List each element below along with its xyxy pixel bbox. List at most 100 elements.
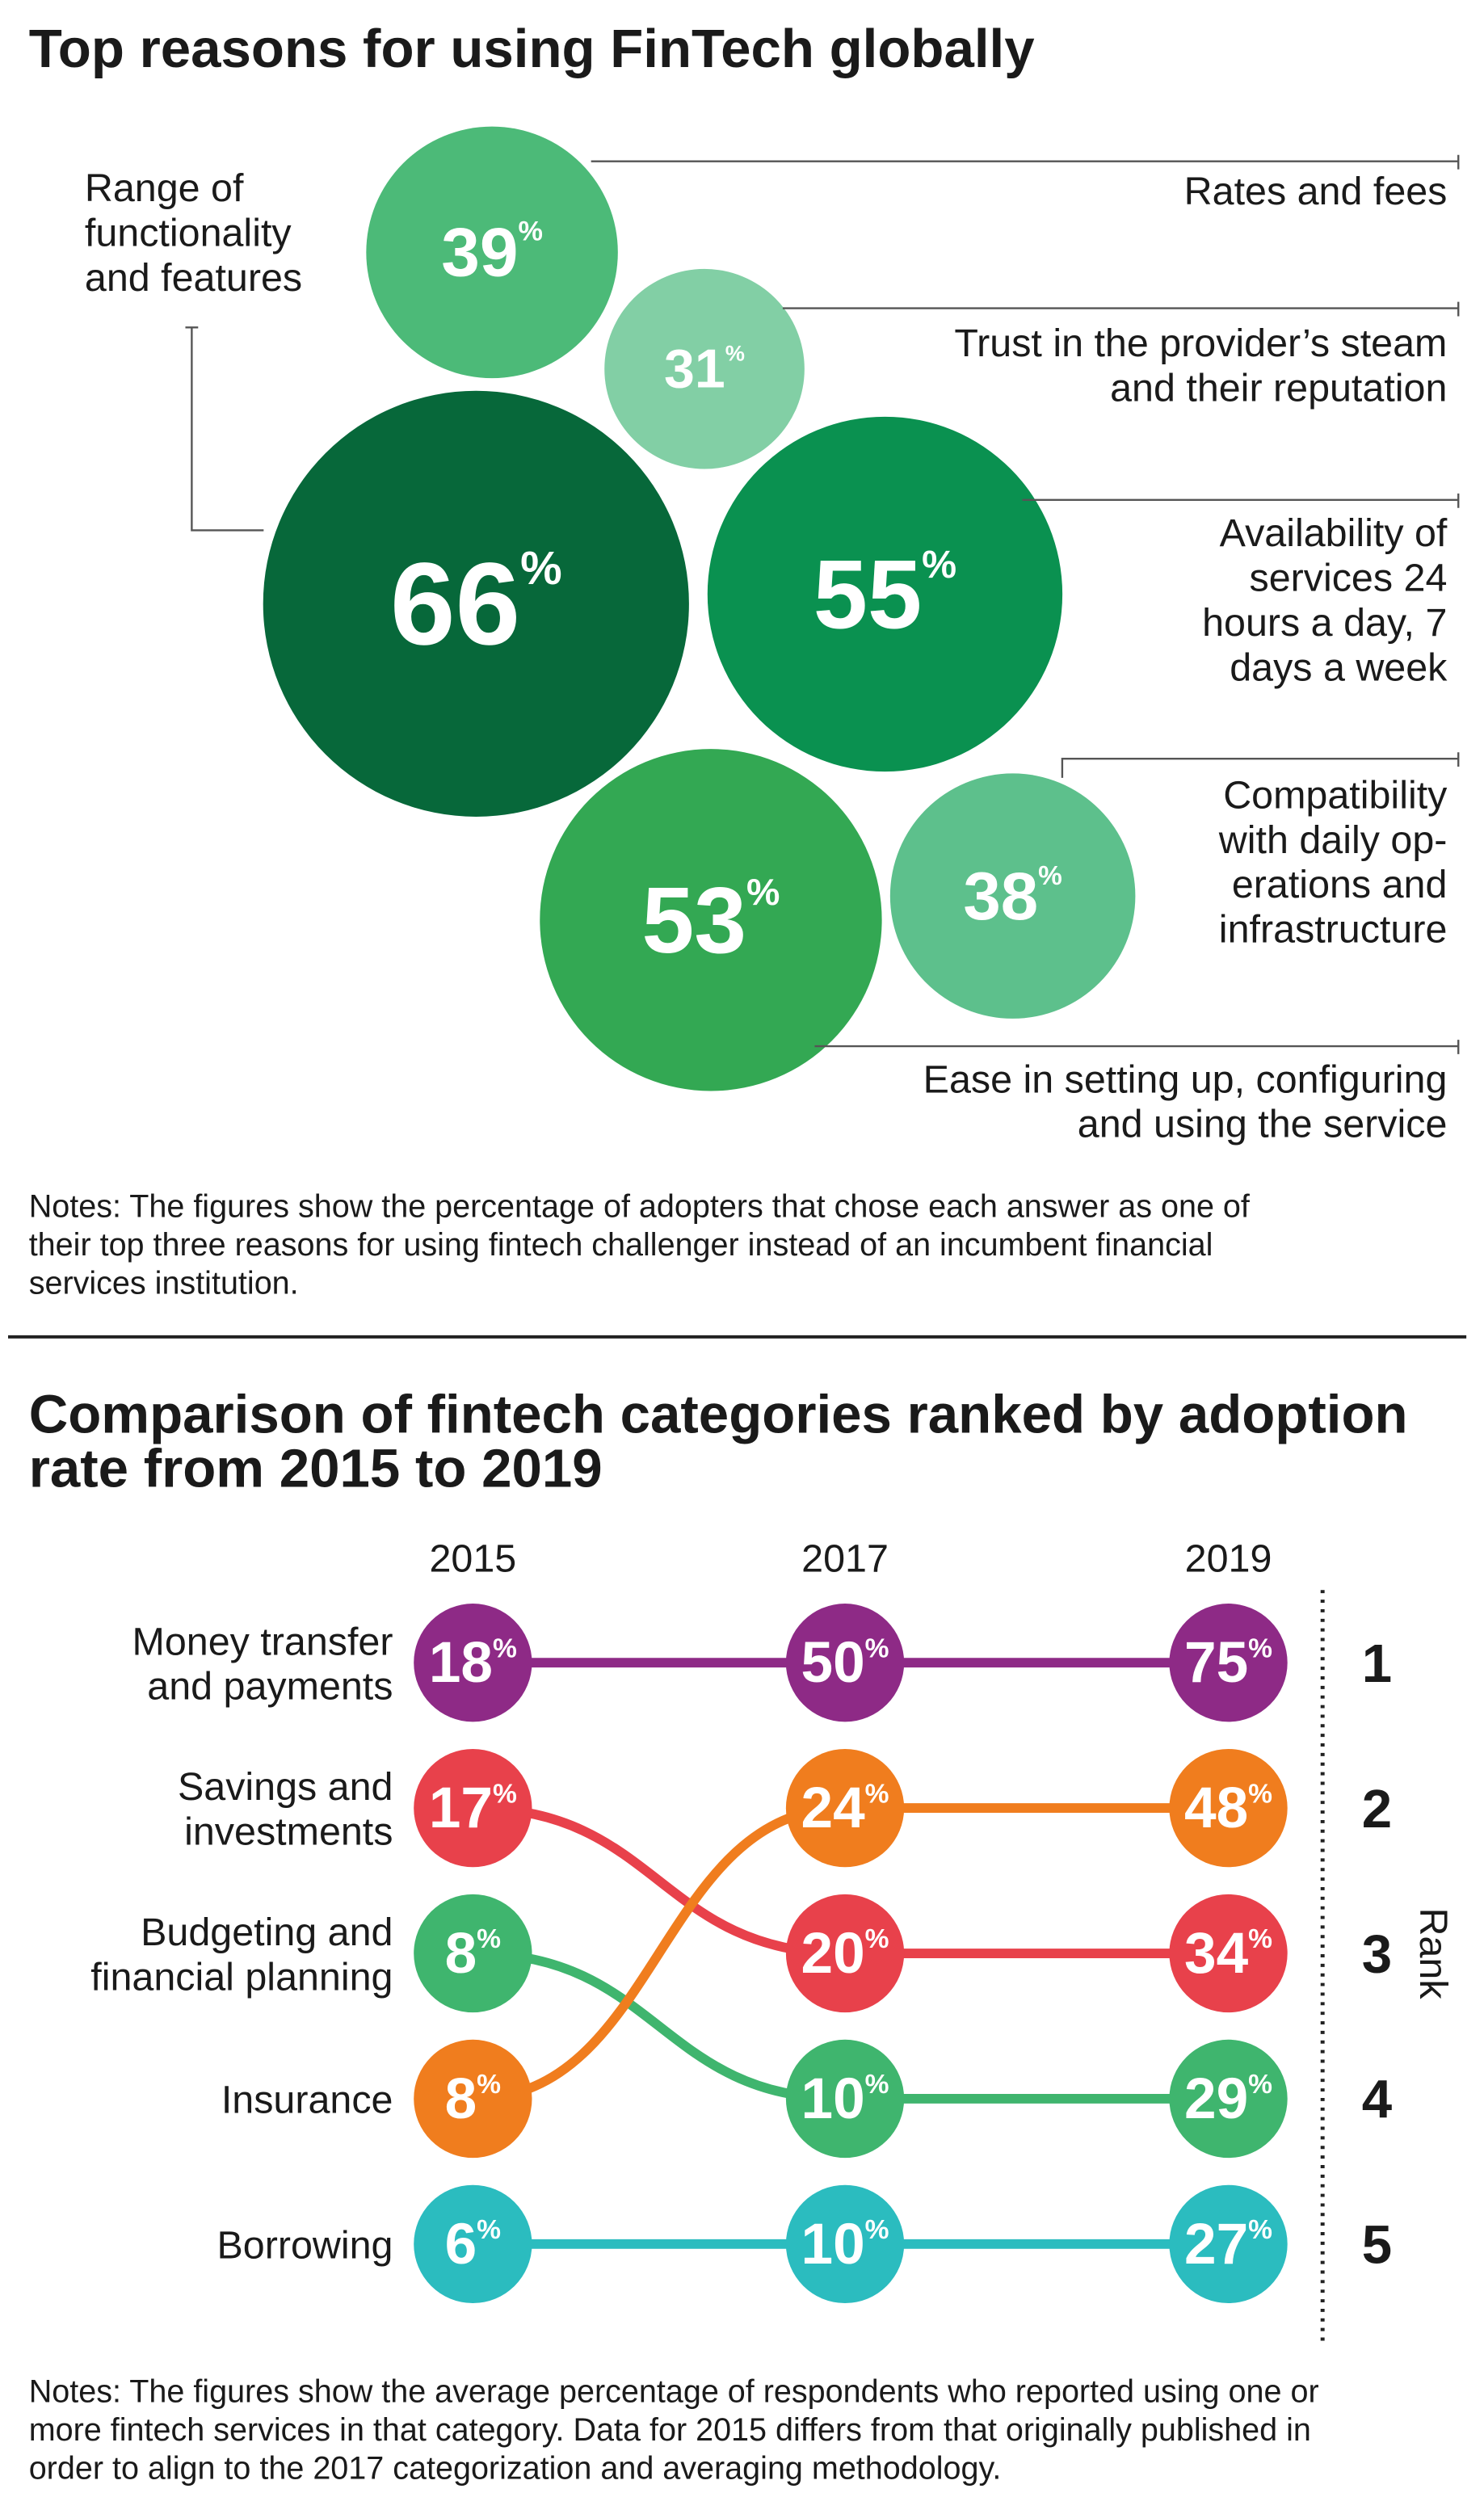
bubble [707, 416, 1063, 772]
series-label: Borrowing [217, 2224, 393, 2268]
value: 10 [801, 2212, 865, 2276]
category-label-line: and features [85, 256, 302, 300]
rank-marker [785, 1748, 905, 1868]
category-label-line: erations and [1232, 863, 1448, 906]
value: 18 [429, 1631, 493, 1695]
y-axis-label: Rank [1411, 1908, 1455, 2000]
category-label: Rates and fees [1184, 170, 1448, 213]
y-tick-label: 4 [1362, 2070, 1393, 2130]
rank-marker [414, 2184, 532, 2304]
unit: % [865, 2070, 889, 2100]
rank-marker [1169, 1604, 1288, 1722]
rank-marker [1169, 1894, 1288, 2013]
series-label: Savings and investments [178, 1765, 393, 1853]
value-label: 75% [1184, 1631, 1272, 1695]
category-label-line: Trust in the provider’s steam [954, 322, 1447, 365]
value-label: 50% [801, 1631, 889, 1695]
category-label-line: hours a day, 7 [1202, 601, 1447, 645]
leader-line [1022, 493, 1460, 508]
series-label: Insurance [221, 2079, 393, 2122]
series-label-line: Insurance [221, 2079, 393, 2122]
rank-marker [785, 2184, 905, 2304]
value: 48 [1184, 1776, 1248, 1840]
chart-title: Top reasons for using FinTech globally [29, 19, 1036, 79]
category-label-line: Rates and fees [1184, 170, 1448, 213]
rank-marker [414, 1604, 532, 1722]
y-tick-label: 5 [1362, 2215, 1392, 2276]
unit: % [477, 1924, 501, 1954]
note-line: more fintech services in that category. … [29, 2412, 1311, 2448]
value-label: 18% [429, 1631, 517, 1695]
value: 31 [664, 338, 725, 400]
unit: % [865, 1633, 889, 1663]
value: 53 [642, 868, 746, 973]
value-label: 24% [801, 1776, 889, 1840]
value: 75 [1184, 1631, 1248, 1695]
value-label: 8% [445, 2066, 501, 2130]
x-tick-label: 2019 [1185, 1537, 1272, 1580]
category-label-line: Ease in setting up, configuring [923, 1057, 1448, 1101]
y-tick-label: 1 [1362, 1633, 1392, 1694]
leader-line [1061, 752, 1460, 778]
rank-marker [785, 1604, 905, 1722]
note: Notes: The figures show the percentage o… [29, 1189, 1251, 1301]
category-label: Range of functionality and features [85, 166, 302, 300]
value-label: 6% [445, 2212, 501, 2276]
bubble [604, 268, 805, 469]
category-label-line: Availability of [1220, 511, 1448, 555]
category-label-line: infrastructure [1219, 908, 1448, 952]
leader-line [782, 301, 1460, 317]
y-tick-label: 3 [1362, 1924, 1392, 1985]
rank-marker [1169, 1748, 1288, 1868]
unit: % [518, 217, 542, 247]
category-label-line: days a week [1230, 645, 1448, 689]
chart-title-line: Comparison of fintech categories ranked … [29, 1384, 1408, 1444]
value: 29 [1184, 2066, 1248, 2130]
rank-marker [414, 1748, 532, 1868]
value-label: 27% [1184, 2212, 1272, 2276]
note-line: services institution. [29, 1265, 299, 1301]
value: 50 [801, 1631, 865, 1695]
series-label-line: Borrowing [217, 2224, 393, 2268]
value-label: 38% [963, 858, 1062, 934]
value: 34 [1184, 1922, 1249, 1986]
category-label-line: and using the service [1078, 1103, 1448, 1146]
category-label-line: with daily op- [1218, 818, 1448, 862]
rank-marker [1169, 2039, 1288, 2159]
chart-title-line: rate from 2015 to 2019 [29, 1439, 603, 1499]
unit: % [477, 2215, 501, 2245]
value: 24 [801, 1776, 866, 1840]
value: 8 [445, 1922, 477, 1986]
category-label-line: Compatibility [1223, 773, 1448, 817]
value-label: 10% [801, 2212, 889, 2276]
unit: % [865, 1779, 889, 1809]
x-tick-label: 2015 [429, 1537, 516, 1580]
unit: % [865, 1924, 889, 1954]
rank-marker [785, 2039, 905, 2159]
value: 8 [445, 2066, 477, 2130]
category-label: Trust in the provider’s steam and their r… [954, 322, 1447, 410]
unit: % [1248, 1633, 1272, 1663]
bubble [889, 773, 1136, 1019]
category-label: Compatibility with daily op-erations and i… [1218, 773, 1448, 951]
unit: % [1248, 1924, 1272, 1954]
leader-line [591, 154, 1460, 170]
category-label-line: services 24 [1249, 557, 1447, 600]
unit: % [520, 543, 562, 595]
value: 10 [801, 2066, 865, 2130]
rank-marker [414, 1894, 532, 2013]
value-label: 53% [642, 868, 780, 973]
value-label: 31% [664, 338, 745, 400]
note-line: Notes: The figures show the average perc… [29, 2374, 1319, 2410]
value: 66 [390, 538, 520, 669]
rank-marker [785, 1894, 905, 2013]
bubble [263, 390, 689, 817]
bubble [540, 749, 882, 1091]
value-label: 17% [429, 1776, 517, 1840]
rank-marker [414, 2039, 532, 2159]
value: 17 [429, 1776, 493, 1840]
category-label-line: Range of [85, 166, 244, 210]
chart-title: Comparison of fintech categories ranked … [29, 1384, 1408, 1499]
x-tick-label: 2017 [801, 1537, 889, 1580]
unit: % [1248, 2215, 1272, 2245]
